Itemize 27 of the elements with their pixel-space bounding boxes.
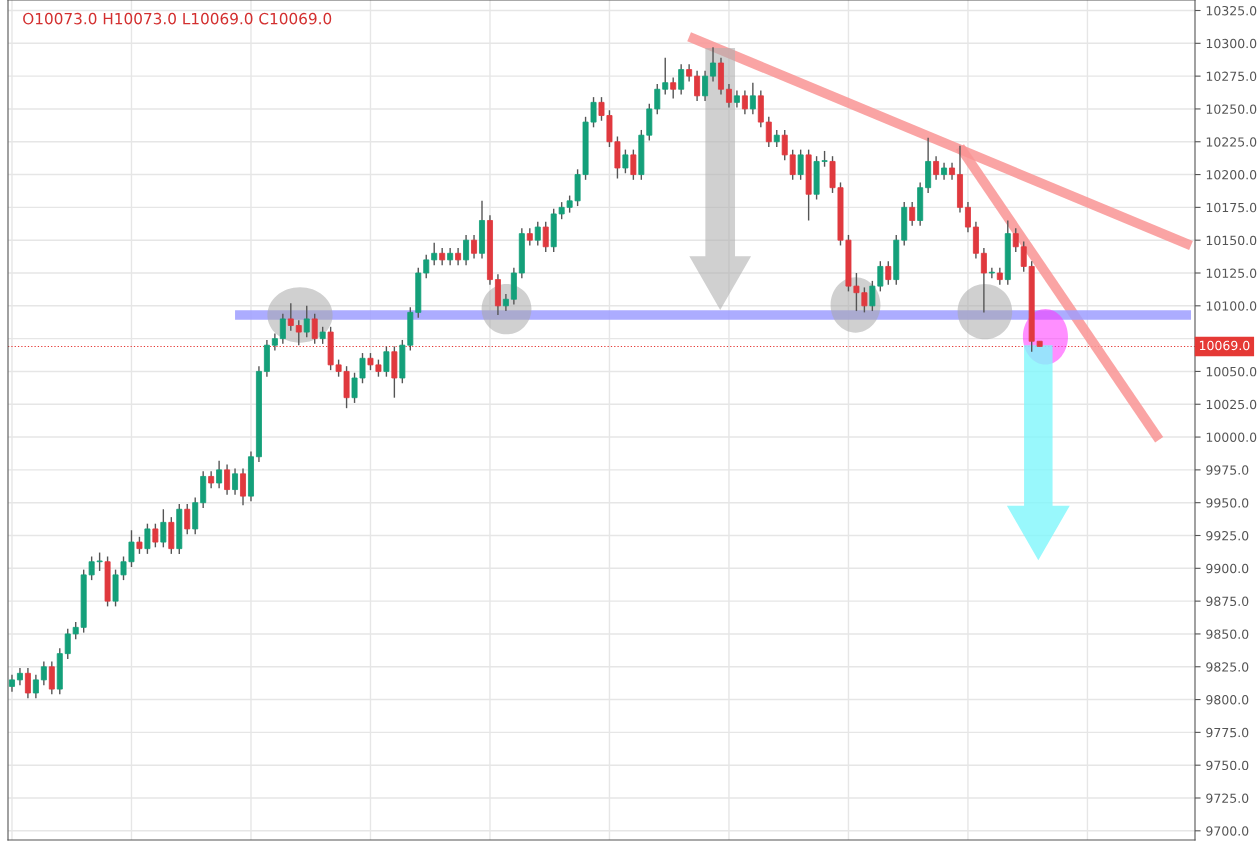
y-tick-label: 9950.0 [1206,498,1249,508]
y-tick-label: 10150.0 [1206,235,1257,246]
y-tick-label: 9875.0 [1206,596,1249,607]
y-tick-label: 10125.0 [1206,268,1257,278]
y-tick-label: 10225.0 [1206,137,1257,147]
y-tick-label: 9825.0 [1206,662,1249,672]
y-tick-label: 10275.0 [1206,71,1257,82]
annotation: O10073.0 H10073.0 L10069.0 C10069.0 [23,12,332,25]
y-tick-label: 10250.0 [1206,104,1257,114]
y-tick-label: 9800.0 [1206,695,1249,705]
y-tick-label: 9900.0 [1206,563,1249,574]
y-tick-label: 10175.0 [1206,202,1257,213]
y-tick-label: 10300.0 [1206,38,1257,49]
y-tick-label: 9700.0 [1206,826,1249,836]
y-tick-label: 10100.0 [1206,301,1257,311]
y-tick-label: 9975.0 [1206,465,1249,475]
y-tick-label: 10325.0 [1206,5,1257,16]
y-tick-label: 9725.0 [1206,793,1249,803]
y-tick-label: 10025.0 [1206,399,1257,410]
y-tick-label: 10050.0 [1206,366,1257,377]
y-tick-label: 9850.0 [1206,629,1249,639]
ref-line-label: 10069.0 [1199,340,1250,351]
y-tick-label: 10200.0 [1206,170,1257,180]
y-tick-label: 9775.0 [1206,727,1249,738]
y-tick-label: 10000.0 [1206,432,1257,442]
y-tick-label: 9925.0 [1206,530,1249,541]
y-tick-label: 9750.0 [1206,760,1249,771]
